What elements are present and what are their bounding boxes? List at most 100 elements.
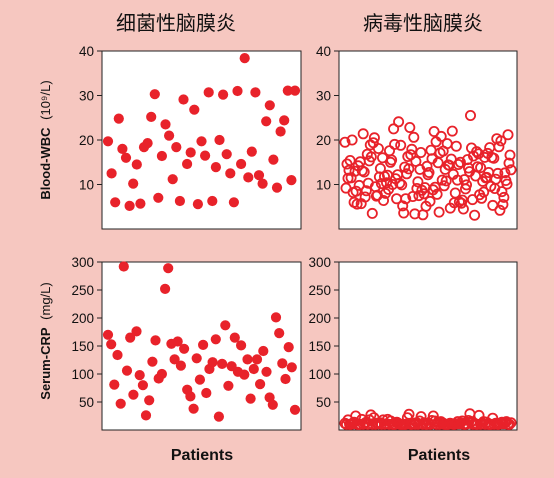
data-point-viral-wbc-36 — [351, 198, 363, 210]
y-tick-label-bacterial-wbc-40: 40 — [79, 44, 94, 59]
data-point-viral-wbc-43 — [446, 125, 458, 137]
y-tick-label-bacterial-crp-50: 50 — [79, 395, 94, 410]
data-point-viral-wbc-154 — [428, 126, 440, 138]
data-point-viral-wbc-0 — [339, 136, 351, 148]
data-point-bacterial-wbc-0 — [102, 136, 114, 147]
data-point-bacterial-crp-5 — [118, 261, 129, 272]
data-point-bacterial-wbc-50 — [282, 85, 293, 96]
data-point-bacterial-crp-9 — [131, 326, 142, 337]
data-point-bacterial-crp-45 — [245, 393, 256, 404]
y-axis-label-wbc-unit: (10⁹/L) — [38, 80, 53, 120]
data-point-bacterial-crp-42 — [236, 340, 247, 351]
data-point-viral-wbc-77 — [383, 145, 395, 157]
y-tick-label-viral-wbc-10: 10 — [316, 178, 331, 193]
data-point-viral-crp-105 — [392, 417, 404, 429]
data-point-bacterial-crp-34 — [210, 334, 221, 345]
data-point-viral-wbc-139 — [367, 137, 379, 149]
data-point-bacterial-crp-57 — [283, 342, 294, 353]
data-point-bacterial-crp-58 — [286, 362, 297, 373]
data-point-viral-wbc-114 — [433, 206, 445, 218]
data-point-viral-wbc-49 — [504, 149, 516, 161]
y-tick-label-viral-crp-100: 100 — [308, 367, 331, 382]
data-point-bacterial-wbc-3 — [113, 113, 124, 124]
data-point-bacterial-wbc-9 — [135, 198, 146, 209]
data-point-viral-wbc-145 — [425, 144, 437, 156]
y-tick-label-bacterial-wbc-10: 10 — [79, 178, 94, 193]
data-point-viral-wbc-143 — [350, 185, 362, 197]
data-point-viral-wbc-64 — [398, 207, 410, 219]
data-point-bacterial-crp-7 — [125, 332, 136, 343]
data-point-viral-crp-30 — [354, 418, 366, 430]
y-tick-label-bacterial-crp-150: 150 — [71, 339, 94, 354]
data-point-viral-wbc-68 — [380, 177, 392, 189]
data-point-viral-crp-92 — [497, 418, 509, 430]
data-point-viral-wbc-124 — [474, 189, 486, 201]
data-point-viral-wbc-12 — [454, 156, 466, 168]
data-point-bacterial-crp-59 — [289, 404, 301, 415]
data-point-bacterial-crp-27 — [188, 403, 199, 414]
data-point-viral-wbc-120 — [491, 133, 503, 145]
data-point-viral-crp-104 — [503, 418, 515, 430]
data-point-bacterial-crp-47 — [251, 354, 263, 365]
data-point-bacterial-wbc-30 — [210, 162, 221, 173]
data-point-bacterial-crp-13 — [144, 395, 155, 406]
data-point-viral-wbc-138 — [497, 198, 509, 210]
y-tick-label-viral-wbc-40: 40 — [316, 44, 331, 59]
data-point-viral-wbc-153 — [391, 193, 403, 205]
data-point-bacterial-wbc-39 — [243, 172, 254, 183]
y-tick-label-bacterial-wbc-20: 20 — [79, 133, 94, 148]
data-point-viral-wbc-103 — [355, 198, 367, 210]
data-point-viral-wbc-55 — [395, 139, 407, 151]
data-point-viral-wbc-109 — [413, 190, 425, 202]
data-point-bacterial-crp-11 — [137, 380, 148, 391]
data-point-viral-wbc-118 — [416, 184, 428, 196]
data-point-bacterial-crp-50 — [261, 366, 272, 377]
data-point-bacterial-crp-2 — [109, 379, 120, 390]
data-point-viral-wbc-157 — [373, 171, 385, 183]
data-point-viral-wbc-17 — [475, 162, 487, 174]
data-point-bacterial-crp-29 — [194, 374, 205, 385]
data-point-viral-wbc-113 — [396, 179, 408, 191]
data-point-bacterial-wbc-7 — [128, 178, 139, 189]
data-point-viral-wbc-51 — [412, 176, 424, 188]
data-point-bacterial-crp-43 — [239, 369, 250, 380]
data-point-viral-wbc-155 — [465, 142, 477, 154]
data-point-viral-wbc-98 — [502, 129, 514, 141]
y-tick-label-bacterial-crp-200: 200 — [71, 311, 94, 326]
data-point-viral-wbc-161 — [356, 165, 368, 177]
data-point-bacterial-wbc-45 — [264, 100, 275, 111]
data-point-viral-wbc-104 — [393, 116, 405, 128]
data-point-viral-wbc-164 — [469, 209, 481, 221]
data-point-viral-wbc-142 — [480, 172, 492, 184]
data-point-viral-wbc-73 — [401, 168, 413, 180]
column-title-viral: 病毒性脑膜炎 — [363, 11, 483, 35]
data-point-bacterial-wbc-23 — [185, 147, 196, 158]
data-point-viral-wbc-72 — [363, 155, 375, 167]
y-axis-label-crp: Serum-CRP (mg/L) — [38, 282, 53, 399]
data-point-bacterial-wbc-16 — [160, 119, 171, 130]
data-point-bacterial-wbc-15 — [156, 150, 167, 162]
data-point-bacterial-wbc-20 — [174, 195, 185, 207]
data-point-viral-wbc-127 — [419, 182, 431, 194]
data-point-viral-wbc-163 — [431, 188, 443, 200]
data-point-viral-wbc-53 — [487, 199, 499, 211]
data-point-viral-wbc-147 — [500, 174, 512, 186]
data-point-viral-wbc-42 — [409, 208, 421, 220]
data-point-bacterial-wbc-2 — [110, 197, 121, 208]
data-point-bacterial-crp-26 — [185, 391, 196, 402]
data-point-viral-wbc-130 — [364, 139, 376, 151]
svg-text:Blood-WBC (10⁹/L): Blood-WBC (10⁹/L) — [38, 80, 53, 199]
data-point-viral-wbc-89 — [499, 167, 511, 179]
data-point-bacterial-crp-23 — [175, 360, 186, 371]
data-point-bacterial-wbc-49 — [279, 115, 290, 126]
data-point-viral-wbc-144 — [388, 123, 400, 135]
data-point-bacterial-crp-48 — [255, 379, 266, 390]
data-point-bacterial-crp-17 — [156, 368, 167, 380]
data-point-viral-wbc-121 — [361, 148, 373, 160]
data-point-bacterial-crp-40 — [229, 332, 240, 343]
data-point-viral-wbc-56 — [432, 157, 444, 169]
data-point-bacterial-wbc-35 — [228, 197, 239, 208]
y-tick-label-viral-crp-200: 200 — [308, 311, 331, 326]
data-point-viral-wbc-160 — [486, 151, 498, 163]
data-point-bacterial-crp-8 — [128, 389, 139, 400]
